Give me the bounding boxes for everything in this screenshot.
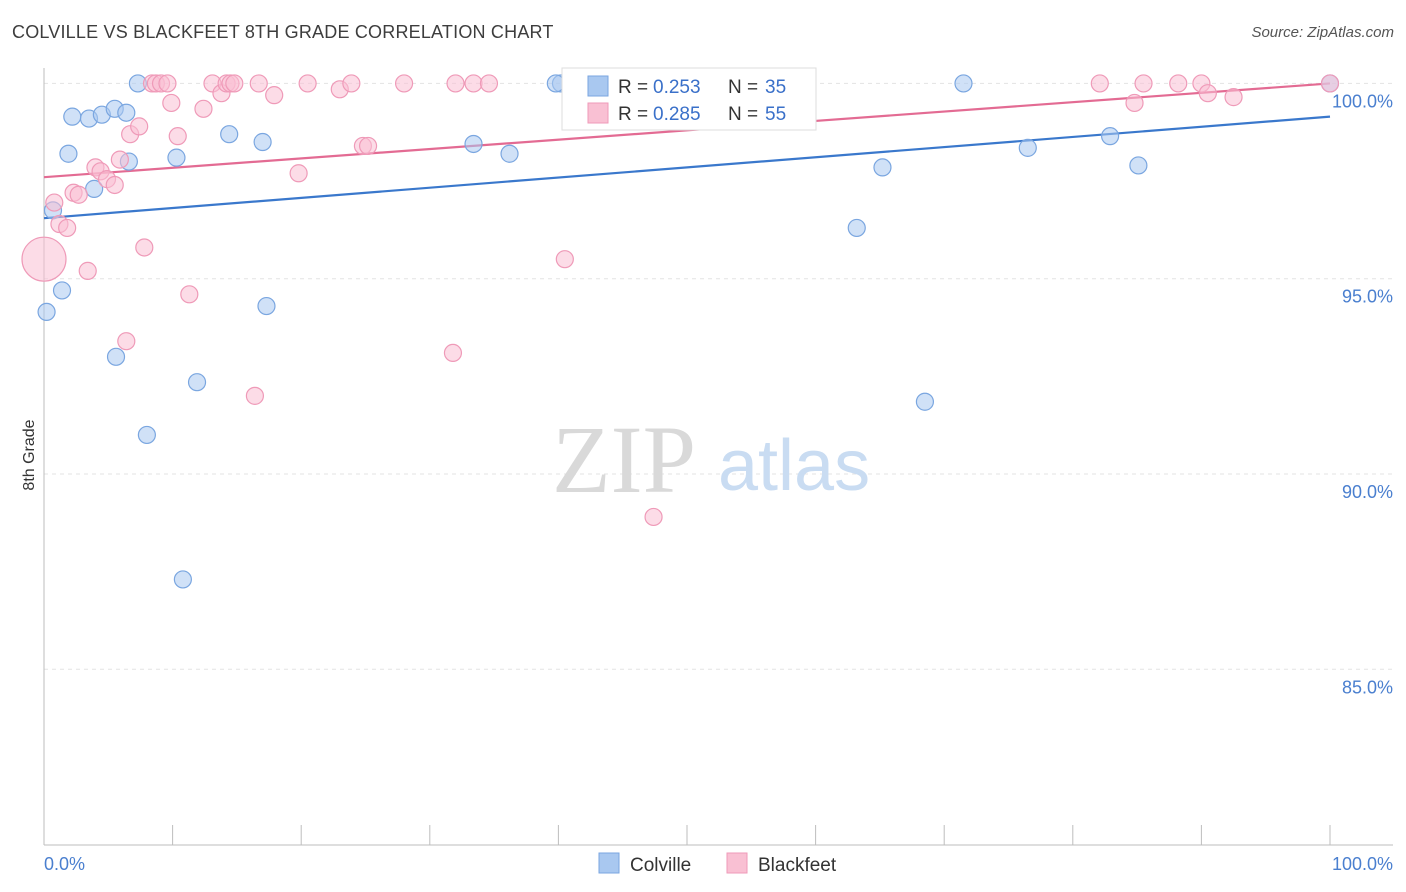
y-tick-label-0: 100.0% [1332,91,1393,111]
chart-title: COLVILLE VS BLACKFEET 8TH GRADE CORRELAT… [12,22,554,42]
blackfeet-point-40 [446,74,465,93]
blackfeet-point-31 [265,86,284,105]
blackfeet-point-50 [1169,74,1188,93]
blackfeet-point-52 [1198,84,1217,103]
colville-point-18 [257,296,276,316]
colville-point-14 [167,148,186,167]
y-tick-label-3: 85.0% [1342,677,1393,697]
blackfeet-point-49 [1134,74,1153,93]
grid-lines [44,82,1393,670]
colville-point-28 [915,392,935,411]
chart-source: Source: ZipAtlas.com [1251,24,1394,41]
blackfeet-point-19 [158,74,177,93]
blackfeet-point-43 [555,250,574,269]
blackfeet-point-6 [78,261,97,280]
blackfeet-point-14 [130,117,149,136]
legend-r-label-blackfeet: R = [618,104,648,125]
colville-point-29 [954,74,973,93]
blackfeet-point-37 [358,136,378,156]
blackfeet-point-29 [245,386,265,405]
legend-r-value-colville: 0.253 [653,77,701,98]
blackfeet-point-35 [342,74,361,93]
blackfeet-point-38 [394,74,414,93]
blackfeet-point-54 [1320,74,1340,93]
colville-point-4 [63,107,82,126]
blackfeet-point-23 [194,99,213,118]
blackfeet-point-42 [479,74,499,93]
colville-point-15 [173,570,192,589]
y-tick-label-2: 90.0% [1342,482,1393,502]
watermark-zip: ZIP [552,406,696,513]
x-tick-max: 100.0% [1332,854,1393,874]
blackfeet-point-5 [69,185,88,204]
y-tick-labels: 100.0% 95.0% 90.0% 85.0% [1332,91,1393,697]
colville-point-2 [52,281,72,300]
blackfeet-point-33 [298,74,317,93]
blackfeet-point-0 [21,236,67,282]
bottom-legend-swatch-colville [598,852,620,874]
y-tick-label-1: 95.0% [1342,287,1393,307]
colville-point-16 [187,373,207,392]
blackfeet-point-28 [225,74,244,93]
legend-swatch-colville [587,75,609,97]
legend-swatch-blackfeet [587,102,609,124]
blackfeet-point-10 [105,175,124,195]
bottom-legend-label-colville: Colville [630,855,691,876]
colville-point-0 [37,302,56,322]
legend-n-label-colville: N = [728,77,758,98]
x-tick-labels: 0.0% 100.0% [44,854,1393,874]
colville-point-8 [106,347,126,366]
colville-point-30 [1018,138,1037,157]
blackfeet-point-3 [58,218,77,238]
blackfeet-point-47 [1090,74,1109,93]
blackfeet-point-32 [289,164,308,183]
bottom-legend-swatch-blackfeet [726,852,748,874]
legend: R = 0.253 N = 35 R = 0.285 N = 55 [561,67,817,131]
colville-point-32 [1129,156,1148,175]
blackfeet-point-20 [162,93,181,113]
blackfeet-point-21 [168,127,187,146]
series-blackfeet [21,74,1340,527]
legend-n-label-blackfeet: N = [728,104,758,125]
blackfeet-point-1 [45,193,64,212]
blackfeet-point-22 [180,285,199,304]
colville-point-3 [59,144,78,163]
colville-point-13 [137,425,156,445]
colville-point-21 [500,144,519,163]
bottom-legend: Colville Blackfeet [598,852,837,876]
data-points [21,74,1340,589]
colville-point-26 [847,218,866,238]
colville-point-10 [117,103,136,122]
blackfeet-point-48 [1125,93,1144,113]
colville-point-17 [220,125,239,144]
legend-r-value-blackfeet: 0.285 [653,104,701,125]
blackfeet-point-12 [117,332,136,351]
colville-point-19 [253,132,272,152]
watermark-atlas: atlas [718,426,870,506]
y-axis-label: 8th Grade [21,419,38,490]
axes [43,68,1393,846]
legend-r-label-colville: R = [618,77,648,98]
blackfeet-point-39 [443,343,463,363]
blackfeet-point-44 [644,507,663,527]
x-tick-min: 0.0% [44,854,85,874]
colville-point-27 [873,158,892,177]
blackfeet-point-15 [135,238,154,257]
legend-n-value-blackfeet: 55 [765,104,786,125]
blackfeet-point-53 [1224,88,1243,107]
watermark: ZIP atlas [552,406,870,513]
colville-point-20 [464,134,483,154]
legend-n-value-colville: 35 [765,77,786,98]
blackfeet-point-11 [110,150,129,169]
blackfeet-point-41 [464,74,483,93]
bottom-legend-label-blackfeet: Blackfeet [758,855,837,876]
colville-point-31 [1100,127,1120,146]
blackfeet-point-30 [249,74,268,93]
